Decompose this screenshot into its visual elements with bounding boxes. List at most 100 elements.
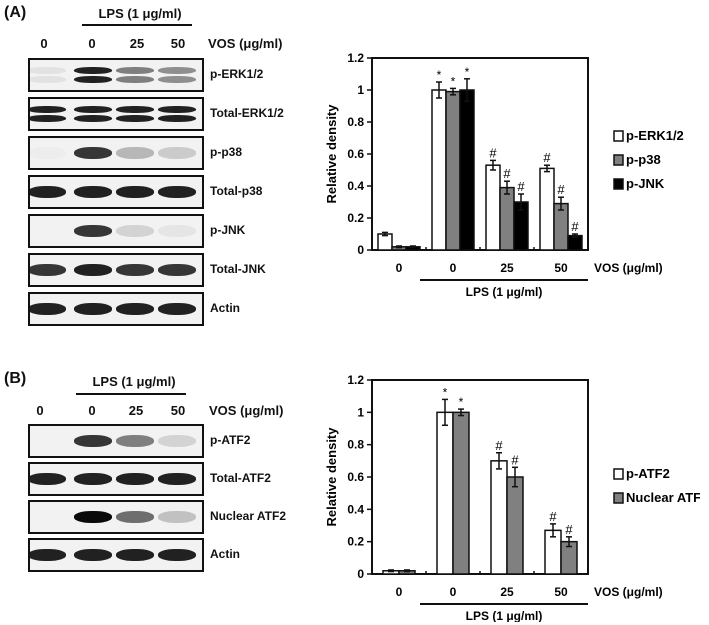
blot-label: Total-p38 bbox=[210, 184, 263, 198]
blot-label: p-ATF2 bbox=[210, 433, 251, 447]
significance-mark: # bbox=[517, 179, 525, 194]
blot-band bbox=[116, 147, 154, 159]
significance-mark: * bbox=[459, 395, 464, 409]
blot-band bbox=[74, 225, 112, 237]
x-tick-label: 50 bbox=[554, 585, 568, 599]
y-axis-label: Relative density bbox=[324, 427, 339, 527]
legend-label: p-JNK bbox=[626, 176, 665, 191]
panel-a-lps-header: LPS (1 μg/ml) bbox=[98, 6, 182, 21]
y-tick-label: 0.4 bbox=[347, 179, 364, 193]
blot-band bbox=[116, 511, 154, 523]
blot-band bbox=[158, 303, 196, 315]
blot-band bbox=[158, 147, 196, 159]
blot-band bbox=[158, 473, 196, 485]
panel-a-lps-line bbox=[82, 24, 192, 26]
blot-band bbox=[116, 549, 154, 561]
panel-b-label: (B) bbox=[4, 370, 27, 387]
blot-label: Total-JNK bbox=[210, 262, 266, 276]
blot-band bbox=[30, 264, 66, 276]
blot-band bbox=[158, 67, 196, 74]
significance-mark: # bbox=[557, 182, 565, 197]
blot-band bbox=[158, 549, 196, 561]
y-tick-label: 0 bbox=[357, 567, 364, 581]
blot-band bbox=[30, 76, 66, 83]
blot-band bbox=[158, 511, 196, 523]
y-tick-label: 0.6 bbox=[347, 470, 364, 484]
blot-strip-total-p38 bbox=[28, 175, 204, 209]
blot-label: Total-ERK1/2 bbox=[210, 106, 284, 120]
blot-band bbox=[30, 549, 66, 561]
blot-band bbox=[158, 435, 196, 447]
y-tick-label: 1 bbox=[357, 83, 364, 97]
blot-strip-p-jnk bbox=[28, 214, 204, 248]
significance-mark: # bbox=[543, 150, 551, 165]
y-tick-label: 0.6 bbox=[347, 147, 364, 161]
legend-swatch bbox=[613, 130, 624, 142]
lps-group-label: LPS (1 μg/ml) bbox=[466, 609, 543, 622]
panel-a-lane-0: 0 bbox=[40, 36, 48, 51]
x-tick-label: 0 bbox=[450, 261, 457, 275]
panel-b-lane-2: 25 bbox=[128, 403, 144, 418]
blot-band bbox=[116, 435, 154, 447]
bar bbox=[459, 89, 475, 251]
significance-mark: # bbox=[571, 219, 579, 234]
blot-strip-actin bbox=[28, 538, 204, 572]
x-tick-label: 50 bbox=[554, 261, 568, 275]
blot-band bbox=[116, 186, 154, 198]
blot-band bbox=[74, 264, 112, 276]
y-tick-label: 0.2 bbox=[347, 211, 364, 225]
significance-mark: * bbox=[437, 68, 442, 82]
blot-band bbox=[158, 115, 196, 122]
blot-strip-total-jnk bbox=[28, 253, 204, 287]
panel-b-vos-label: VOS (μg/ml) bbox=[209, 403, 284, 418]
panel-b-lane-1: 0 bbox=[88, 403, 96, 418]
panel-b-lane-0: 0 bbox=[36, 403, 44, 418]
panel-a-label: (A) bbox=[4, 4, 27, 21]
blot-strip-p-p38 bbox=[28, 136, 204, 170]
blot-band bbox=[158, 186, 196, 198]
blot-band bbox=[30, 186, 66, 198]
blot-strip-total-erk1-2 bbox=[28, 97, 204, 131]
x-tick-label: 25 bbox=[500, 261, 514, 275]
blot-band bbox=[116, 115, 154, 122]
y-tick-label: 1.2 bbox=[347, 373, 364, 387]
blot-label: Total-ATF2 bbox=[210, 471, 271, 485]
y-axis-label: Relative density bbox=[324, 104, 339, 204]
x-tick-label: 0 bbox=[396, 261, 403, 275]
x-axis-label: VOS (μg/ml) bbox=[594, 261, 663, 275]
significance-mark: # bbox=[565, 522, 573, 537]
blot-band bbox=[74, 473, 112, 485]
blot-strip-total-atf2 bbox=[28, 462, 204, 496]
bar bbox=[539, 167, 555, 251]
blot-label: p-p38 bbox=[210, 145, 243, 159]
significance-mark: # bbox=[511, 452, 519, 467]
blot-label: p-ERK1/2 bbox=[210, 67, 264, 81]
blot-band bbox=[158, 225, 196, 237]
blot-band bbox=[74, 549, 112, 561]
y-tick-label: 1 bbox=[357, 405, 364, 419]
blot-band bbox=[116, 106, 154, 113]
bar bbox=[490, 460, 508, 575]
blot-band bbox=[116, 225, 154, 237]
blot-band bbox=[116, 76, 154, 83]
legend-label: p-ERK1/2 bbox=[626, 128, 684, 143]
blot-label: p-JNK bbox=[210, 223, 246, 237]
legend-label: p-ATF2 bbox=[626, 466, 670, 481]
x-tick-label: 0 bbox=[396, 585, 403, 599]
blot-band bbox=[30, 303, 66, 315]
blot-band bbox=[30, 106, 66, 113]
panel-b-lps-header: LPS (1 μg/ml) bbox=[92, 374, 176, 389]
bar bbox=[445, 90, 461, 251]
blot-label: Actin bbox=[210, 547, 240, 561]
blot-band bbox=[158, 264, 196, 276]
x-tick-label: 25 bbox=[500, 585, 514, 599]
blot-strip-nuclear-atf2 bbox=[28, 500, 204, 534]
blot-strip-actin bbox=[28, 292, 204, 326]
blot-band bbox=[116, 67, 154, 74]
y-tick-label: 0 bbox=[357, 243, 364, 257]
significance-mark: * bbox=[443, 385, 448, 399]
lps-group-label: LPS (1 μg/ml) bbox=[466, 285, 543, 299]
significance-mark: # bbox=[495, 438, 503, 453]
legend-swatch bbox=[613, 154, 624, 166]
blot-label: Nuclear ATF2 bbox=[210, 509, 287, 523]
